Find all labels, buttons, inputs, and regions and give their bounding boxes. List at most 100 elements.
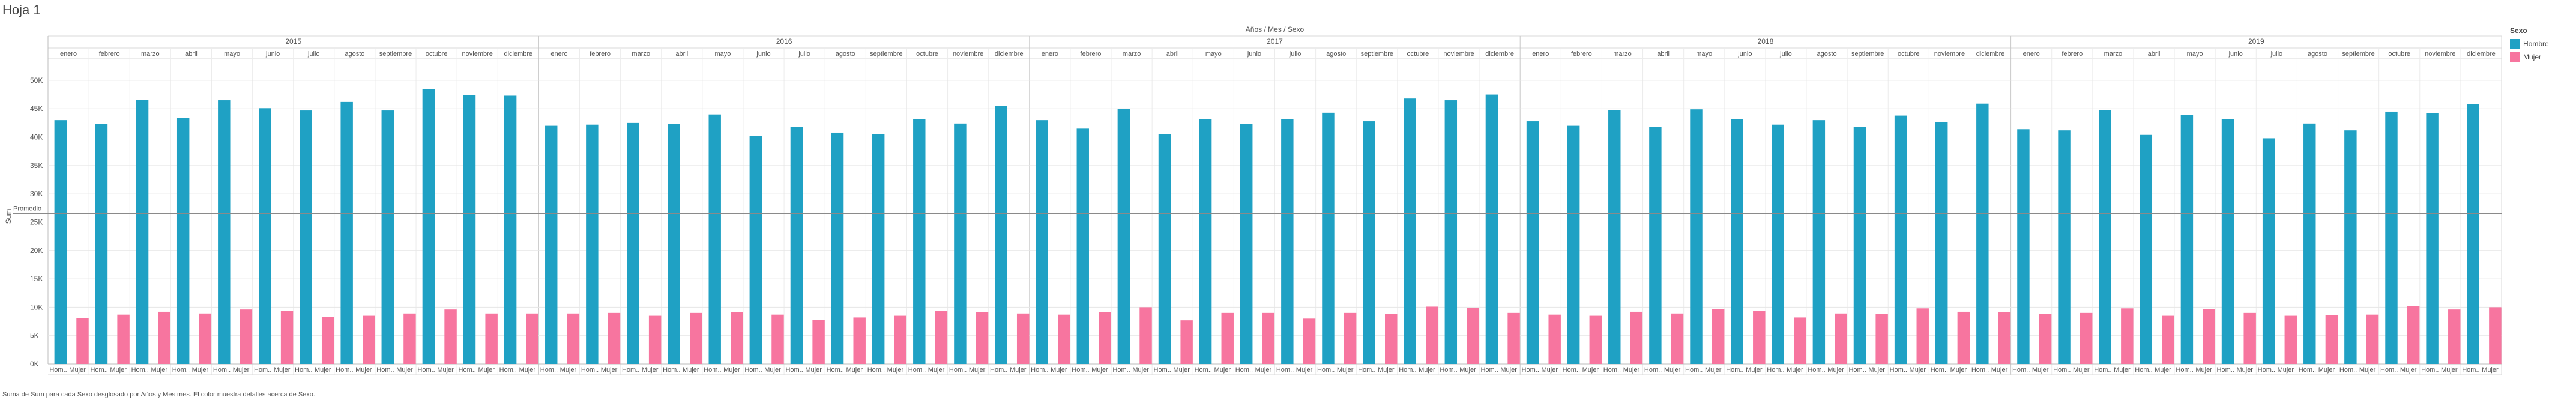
bar-hombre[interactable] xyxy=(749,136,762,364)
bar-mujer[interactable] xyxy=(690,312,702,364)
bar-hombre[interactable] xyxy=(259,108,271,365)
bar-hombre[interactable] xyxy=(2099,110,2111,364)
bar-mujer[interactable] xyxy=(2366,314,2379,364)
bar-mujer[interactable] xyxy=(812,320,825,364)
bar-hombre[interactable] xyxy=(95,124,108,364)
bar-hombre[interactable] xyxy=(872,134,885,365)
bar-mujer[interactable] xyxy=(1180,320,1193,364)
bar-mujer[interactable] xyxy=(1957,311,1970,364)
bar-mujer[interactable] xyxy=(1875,314,1888,364)
bar-hombre[interactable] xyxy=(463,95,476,364)
bar-mujer[interactable] xyxy=(771,314,784,364)
bar-mujer[interactable] xyxy=(117,314,130,364)
bar-mujer[interactable] xyxy=(76,318,89,364)
bar-hombre[interactable] xyxy=(627,122,639,364)
bar-hombre[interactable] xyxy=(1649,127,1662,364)
bar-hombre[interactable] xyxy=(1853,127,1866,364)
bar-mujer[interactable] xyxy=(1058,314,1070,364)
bar-hombre[interactable] xyxy=(136,100,149,365)
bar-mujer[interactable] xyxy=(976,312,989,364)
bar-mujer[interactable] xyxy=(1794,317,1806,364)
bar-hombre[interactable] xyxy=(668,124,680,364)
bar-mujer[interactable] xyxy=(321,317,334,364)
bar-hombre[interactable] xyxy=(1158,134,1171,365)
bar-hombre[interactable] xyxy=(954,123,967,365)
bar-hombre[interactable] xyxy=(2221,119,2234,364)
bar-mujer[interactable] xyxy=(567,313,580,364)
bar-hombre[interactable] xyxy=(2303,123,2316,365)
bar-mujer[interactable] xyxy=(1262,312,1275,364)
bar-mujer[interactable] xyxy=(1344,312,1357,364)
bar-hombre[interactable] xyxy=(1036,120,1048,364)
bar-mujer[interactable] xyxy=(403,313,416,364)
bar-mujer[interactable] xyxy=(731,312,743,364)
bar-mujer[interactable] xyxy=(2284,315,2297,364)
bar-hombre[interactable] xyxy=(1894,115,1907,365)
bar-hombre[interactable] xyxy=(1772,124,1784,364)
bar-mujer[interactable] xyxy=(199,313,212,364)
bar-mujer[interactable] xyxy=(1671,313,1684,364)
bar-hombre[interactable] xyxy=(1567,125,1580,364)
bar-mujer[interactable] xyxy=(1221,312,1234,364)
bar-mujer[interactable] xyxy=(1507,312,1520,364)
bar-hombre[interactable] xyxy=(176,118,190,364)
bar-hombre[interactable] xyxy=(1281,119,1294,364)
bar-mujer[interactable] xyxy=(526,313,538,364)
bar-mujer[interactable] xyxy=(2325,315,2338,364)
bar-hombre[interactable] xyxy=(1322,112,1335,364)
bar-hombre[interactable] xyxy=(1731,119,1743,364)
bar-mujer[interactable] xyxy=(485,313,498,364)
bar-mujer[interactable] xyxy=(1016,313,1030,364)
bar-mujer[interactable] xyxy=(1916,308,1929,364)
bar-hombre[interactable] xyxy=(586,124,599,364)
bar-hombre[interactable] xyxy=(545,125,558,364)
bar-mujer[interactable] xyxy=(1099,312,1111,364)
bar-hombre[interactable] xyxy=(1812,120,1826,364)
bar-mujer[interactable] xyxy=(2203,309,2215,364)
bar-hombre[interactable] xyxy=(1608,110,1621,364)
bar-hombre[interactable] xyxy=(1485,94,1498,365)
bar-hombre[interactable] xyxy=(2262,138,2275,364)
bar-mujer[interactable] xyxy=(1467,308,1479,364)
bar-hombre[interactable] xyxy=(2385,111,2398,364)
bar-mujer[interactable] xyxy=(648,315,662,364)
bar-mujer[interactable] xyxy=(1998,312,2011,364)
bar-mujer[interactable] xyxy=(2489,307,2502,364)
bar-hombre[interactable] xyxy=(381,110,394,365)
bar-hombre[interactable] xyxy=(2058,130,2071,364)
bar-mujer[interactable] xyxy=(1385,314,1398,364)
bar-hombre[interactable] xyxy=(2467,104,2479,364)
bar-hombre[interactable] xyxy=(1240,124,1253,364)
bar-hombre[interactable] xyxy=(1690,109,1703,364)
bar-hombre[interactable] xyxy=(790,127,803,364)
bar-hombre[interactable] xyxy=(1117,109,1130,364)
bar-mujer[interactable] xyxy=(1548,314,1561,364)
bar-mujer[interactable] xyxy=(1139,307,1152,364)
bar-hombre[interactable] xyxy=(340,101,353,364)
bar-hombre[interactable] xyxy=(2140,134,2153,364)
bar-mujer[interactable] xyxy=(2243,312,2256,364)
bar-hombre[interactable] xyxy=(2017,129,2030,365)
bar-mujer[interactable] xyxy=(608,312,621,364)
bar-mujer[interactable] xyxy=(853,317,866,364)
bar-mujer[interactable] xyxy=(2080,312,2093,364)
bar-hombre[interactable] xyxy=(1076,128,1089,364)
bar-hombre[interactable] xyxy=(2180,115,2194,364)
bar-hombre[interactable] xyxy=(2344,130,2357,364)
bar-mujer[interactable] xyxy=(363,315,375,364)
bar-mujer[interactable] xyxy=(894,315,907,364)
bar-mujer[interactable] xyxy=(1589,315,1602,364)
bar-mujer[interactable] xyxy=(240,309,253,364)
bar-hombre[interactable] xyxy=(1526,121,1539,365)
bar-mujer[interactable] xyxy=(1630,311,1643,364)
legend-item-mujer[interactable]: Mujer xyxy=(2510,50,2549,64)
bar-hombre[interactable] xyxy=(831,132,844,364)
bar-hombre[interactable] xyxy=(300,110,312,365)
bar-hombre[interactable] xyxy=(218,100,231,365)
bar-hombre[interactable] xyxy=(1444,100,1458,365)
legend-item-hombre[interactable]: Hombre xyxy=(2510,37,2549,50)
bar-mujer[interactable] xyxy=(1835,313,1847,364)
bar-mujer[interactable] xyxy=(2162,315,2174,364)
bar-mujer[interactable] xyxy=(2407,306,2420,364)
bar-hombre[interactable] xyxy=(1363,121,1375,365)
